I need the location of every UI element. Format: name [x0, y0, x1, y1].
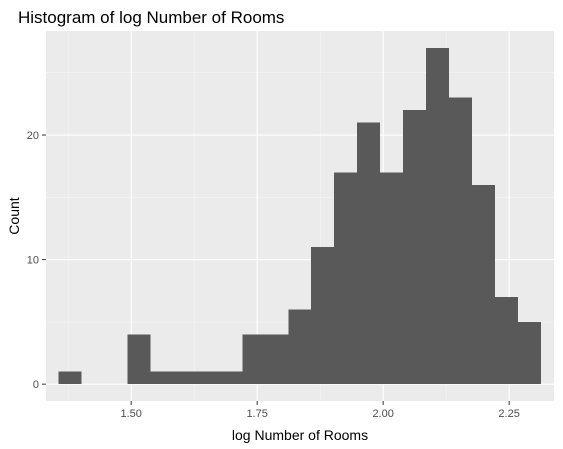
- histogram-bar: [242, 334, 266, 385]
- x-axis: 1.50 1.75 2.00 2.25: [120, 401, 520, 420]
- y-axis-title: Count: [6, 197, 22, 234]
- x-tick-label: 2.00: [372, 408, 393, 420]
- histogram-bar: [311, 247, 335, 385]
- chart-title: Histogram of log Number of Rooms: [18, 8, 284, 27]
- y-tick-label: 10: [27, 255, 39, 267]
- x-tick-label: 1.75: [246, 408, 267, 420]
- histogram-bar: [449, 97, 473, 385]
- histogram-bar: [518, 321, 542, 385]
- histogram-bar: [357, 122, 381, 385]
- histogram-bar: [219, 371, 243, 385]
- histogram-bar: [196, 371, 220, 385]
- x-axis-title: log Number of Rooms: [232, 427, 368, 443]
- y-tick-label: 20: [27, 130, 39, 142]
- histogram-bar: [380, 172, 404, 385]
- x-tick-label: 2.25: [498, 408, 519, 420]
- histogram-bars: [58, 47, 542, 385]
- histogram-bar: [495, 296, 519, 385]
- histogram-bar: [265, 334, 289, 385]
- histogram-bar: [334, 172, 358, 385]
- histogram-bar: [426, 47, 450, 385]
- histogram-bar: [173, 371, 197, 385]
- x-tick-label: 1.50: [120, 408, 141, 420]
- y-tick-label: 0: [33, 379, 39, 391]
- histogram-bar: [58, 371, 82, 385]
- histogram-bar: [127, 334, 151, 385]
- y-axis: 0 10 20: [27, 130, 46, 391]
- histogram-bar: [288, 309, 312, 385]
- histogram-bar: [403, 110, 427, 385]
- histogram-bar: [472, 184, 496, 385]
- histogram-bar: [150, 371, 174, 385]
